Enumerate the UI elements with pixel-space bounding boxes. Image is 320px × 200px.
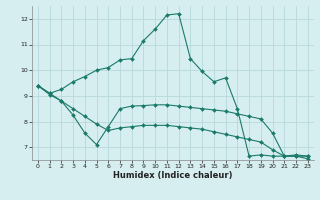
X-axis label: Humidex (Indice chaleur): Humidex (Indice chaleur) (113, 171, 233, 180)
